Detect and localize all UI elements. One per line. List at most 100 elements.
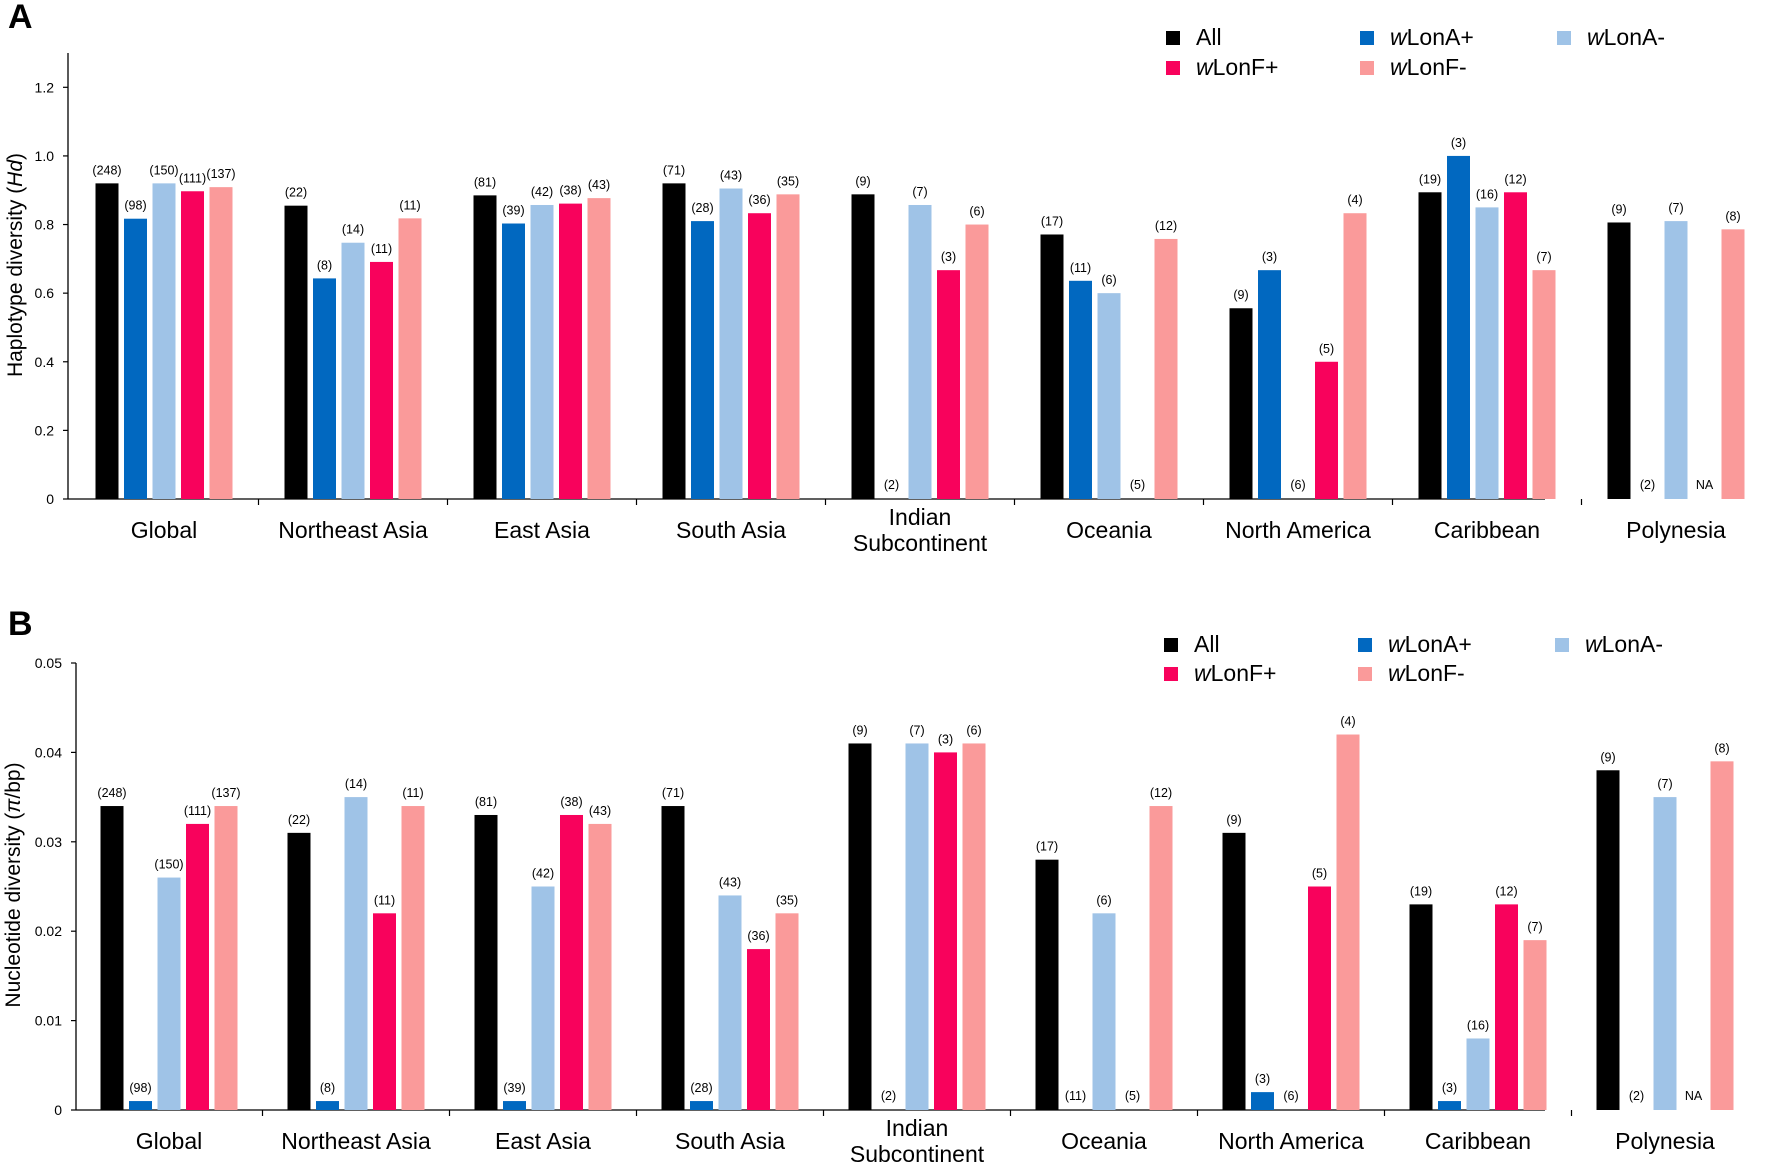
count-label: (16) [1476, 187, 1498, 201]
y-tick-label: 0.6 [35, 285, 55, 301]
pink-square-icon [1166, 61, 1180, 75]
bar [152, 183, 176, 499]
bar [186, 823, 209, 1110]
bar [1097, 293, 1121, 499]
count-label: (36) [747, 929, 769, 943]
bar [1710, 761, 1734, 1110]
blue-square-icon [1358, 638, 1372, 652]
count-label: (17) [1036, 840, 1058, 854]
count-label: (6) [966, 723, 981, 737]
x-category-label: Polynesia [1615, 1128, 1715, 1154]
legend: All wLonA+ wLonA-wLonF+ wLonF- [1166, 24, 1665, 80]
count-label: (9) [1226, 813, 1241, 827]
bar [1336, 734, 1360, 1110]
count-label: (8) [1714, 741, 1729, 755]
count-label: (9) [1233, 288, 1248, 302]
count-label: (11) [1065, 1089, 1086, 1103]
count-label: (43) [588, 178, 610, 192]
bar [1495, 904, 1518, 1110]
count-label: (71) [662, 786, 684, 800]
bar [209, 187, 233, 500]
count-label: (36) [748, 193, 770, 207]
chart-panel-b: B 0 0.01 0.02 0.03 0.04 0.05 Nucleotide diversi… [2, 605, 1734, 1167]
count-label: (3) [938, 732, 953, 746]
bar [1664, 221, 1688, 499]
bar [530, 204, 554, 499]
x-category-label: Indian [886, 1115, 949, 1141]
y-axis-label: Nucleotide diversity (π/bp) [2, 762, 25, 1007]
count-label: (7) [1536, 250, 1551, 264]
chart-panel-a: A 0 0.2 0.4 0.6 0.8 1.0 1.2 Haplotype diversity … [4, 0, 1745, 556]
count-label: (3) [941, 250, 956, 264]
bar [287, 832, 311, 1110]
count-label: (71) [663, 163, 685, 177]
y-tick-label: 0.02 [35, 923, 62, 939]
count-label: (6) [969, 205, 984, 219]
bar [1069, 280, 1092, 499]
count-label: (9) [852, 723, 867, 737]
bar [503, 1101, 526, 1110]
bar [1343, 213, 1367, 499]
bar [662, 183, 686, 499]
count-label: (6) [1283, 1089, 1298, 1103]
count-label: (35) [776, 893, 798, 907]
count-label: (3) [1451, 136, 1466, 150]
bar [1040, 234, 1064, 500]
bar [965, 224, 989, 500]
bar [214, 806, 238, 1110]
x-category-label: Polynesia [1626, 517, 1726, 543]
count-label: (5) [1312, 867, 1327, 881]
count-label: (6) [1290, 478, 1305, 492]
bar [908, 204, 932, 499]
pink-square-icon [1164, 667, 1178, 681]
bar [373, 913, 396, 1110]
legend-label: wLonA+ [1388, 631, 1472, 657]
count-label: (12) [1150, 786, 1172, 800]
count-label: (3) [1262, 250, 1277, 264]
count-label: (22) [285, 186, 307, 200]
x-category-label: Subcontinent [850, 1141, 985, 1167]
count-label: (7) [909, 723, 924, 737]
bar [851, 194, 875, 499]
count-label: (111) [184, 804, 211, 818]
bar [1222, 832, 1246, 1110]
bar [1447, 155, 1470, 499]
count-label: (14) [345, 777, 367, 791]
count-label: (17) [1041, 214, 1063, 228]
y-axis-label: Haplotype diversity (Hd) [4, 153, 27, 377]
x-category-label: Oceania [1066, 517, 1152, 543]
bar [1653, 797, 1677, 1110]
bar [341, 242, 365, 499]
bar [719, 188, 743, 499]
black-square-icon [1164, 638, 1178, 652]
legend-label: All [1196, 24, 1222, 50]
count-label: (7) [1668, 201, 1683, 215]
count-label: (6) [1096, 893, 1111, 907]
bar [937, 270, 960, 499]
y-tick-label: 0.8 [35, 217, 55, 233]
bar [1308, 886, 1331, 1110]
bar [129, 1101, 152, 1110]
count-label: (43) [589, 804, 611, 818]
bar [1523, 940, 1547, 1110]
bar [1438, 1101, 1461, 1110]
bar [1409, 904, 1433, 1110]
x-category-label: Oceania [1061, 1128, 1147, 1154]
count-label: (137) [211, 786, 240, 800]
count-label: (39) [503, 1081, 525, 1095]
x-category-label: Indian [889, 504, 952, 530]
count-label: (248) [97, 786, 126, 800]
count-label: (81) [474, 175, 496, 189]
bar [313, 278, 336, 499]
light-pink-square-icon [1360, 61, 1374, 75]
x-category-label: South Asia [675, 1128, 785, 1154]
bar [747, 949, 770, 1110]
bar [100, 806, 124, 1110]
count-label: (5) [1125, 1089, 1140, 1103]
bar [181, 191, 204, 499]
bar [502, 223, 525, 500]
count-label: (38) [559, 184, 581, 198]
count-label: (11) [402, 786, 423, 800]
bar [1251, 1092, 1274, 1110]
count-label: (19) [1419, 172, 1441, 186]
